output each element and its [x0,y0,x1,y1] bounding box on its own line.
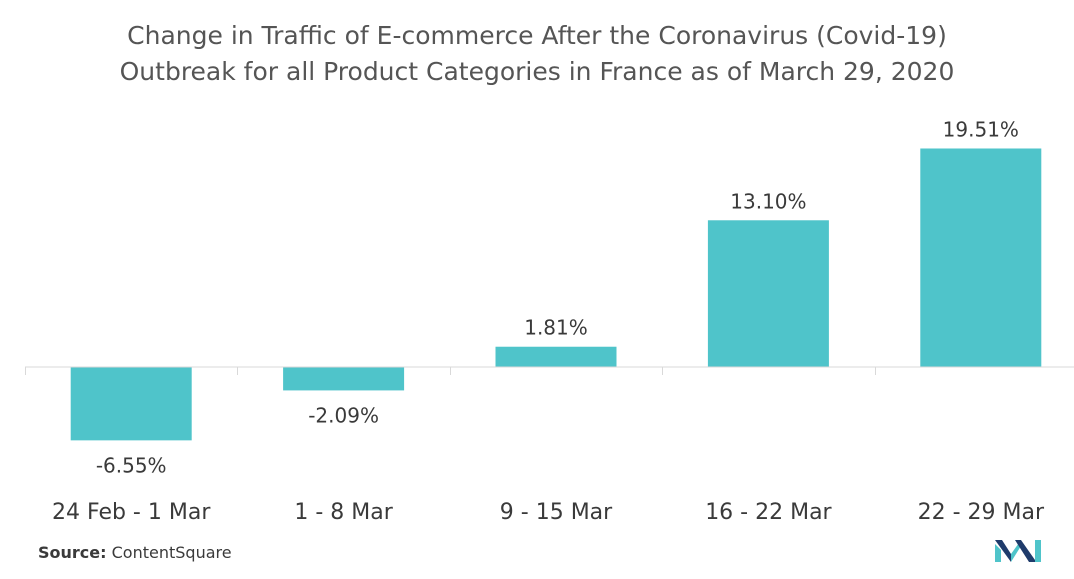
data-labels-layer: -6.55% -2.09% 1.81% 13.10% 19.51% [96,117,1019,477]
x-tick-label-3: 9 - 15 Mar [500,500,613,525]
x-tick-label-1: 24 Feb - 1 Mar [52,500,211,525]
data-label-5: 19.51% [943,117,1019,141]
bar-5 [920,148,1042,367]
x-tick-label-4: 16 - 22 Mar [705,500,832,525]
x-tick-label-2: 1 - 8 Mar [294,500,393,525]
bar-4 [707,220,829,367]
source-value: ContentSquare [111,543,232,562]
data-label-1: -6.55% [96,453,167,477]
data-label-2: -2.09% [308,403,379,427]
mordor-intelligence-logo-icon [995,540,1041,562]
source-note: Source: ContentSquare [38,543,232,562]
bars-layer [70,148,1042,441]
baseline-layer [25,366,1074,375]
bar-2 [283,367,405,391]
bar-1 [70,367,192,441]
data-label-3: 1.81% [524,316,588,340]
x-tick-labels-layer: 24 Feb - 1 Mar 1 - 8 Mar 9 - 15 Mar 16 - 22… [52,500,1045,525]
x-tick-label-5: 22 - 29 Mar [918,500,1045,525]
data-label-4: 13.10% [730,189,806,213]
source-label: Source: [38,543,107,562]
chart-title-line-2: Outbreak for all Product Categories in F… [119,57,955,86]
bar-3 [495,346,617,367]
chart-title-line-1: Change in Traffic of E-commerce After th… [127,21,947,50]
chart-title: Change in Traffic of E-commerce After th… [0,18,1074,90]
